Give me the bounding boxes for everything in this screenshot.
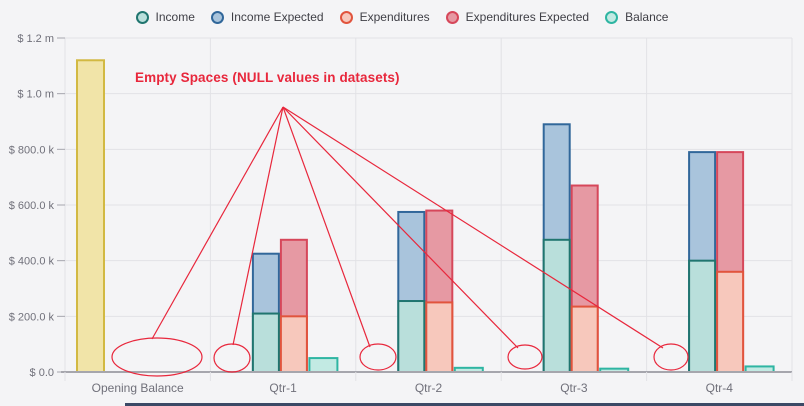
- annotation-line: [232, 106, 284, 346]
- annotation-ellipse: [653, 343, 689, 371]
- x-category-label-qtr-4: Qtr-4: [706, 381, 734, 395]
- bar-balance-qtr-1[interactable]: [308, 357, 339, 374]
- legend-marker-icon: [445, 10, 459, 24]
- x-category-label-opening-balance: Opening Balance: [92, 381, 184, 395]
- legend: Income Income Expected Expenditures Expendi…: [0, 10, 804, 24]
- legend-item-label: Income: [155, 10, 195, 24]
- x-category-label-qtr-3: Qtr-3: [560, 381, 588, 395]
- legend-item-expenditures[interactable]: Expenditures: [339, 10, 430, 24]
- y-tick-label: $ 1.0 m: [17, 89, 54, 101]
- legend-item-expenditures-expected[interactable]: Expenditures Expected: [445, 10, 590, 24]
- bar-income-qtr-3[interactable]: [542, 238, 571, 373]
- legend-item-label: Expenditures: [359, 10, 430, 24]
- bar-income-qtr-4[interactable]: [688, 259, 717, 373]
- legend-marker-icon: [605, 10, 619, 24]
- legend-item-income[interactable]: Income: [135, 10, 195, 24]
- annotation-ellipse: [111, 337, 203, 377]
- annotation-line: [282, 106, 371, 348]
- annotation-ellipse: [507, 344, 543, 370]
- y-tick-label: $ 400.0 k: [9, 256, 55, 268]
- bar-opening-balance-opening-balance[interactable]: [76, 59, 105, 374]
- y-tick-label: $ 0.0: [30, 367, 54, 379]
- annotation-line: [151, 106, 284, 340]
- y-tick-label: $ 200.0 k: [9, 311, 55, 323]
- legend-marker-icon: [339, 10, 353, 24]
- bar-expenditures-qtr-3[interactable]: [570, 305, 599, 374]
- y-tick-label: $ 800.0 k: [9, 144, 55, 156]
- legend-item-balance[interactable]: Balance: [605, 10, 668, 24]
- legend-item-label: Expenditures Expected: [465, 10, 590, 24]
- annotation-line: [282, 106, 664, 349]
- bottom-edge-strip: [125, 403, 804, 406]
- bar-income-qtr-2[interactable]: [397, 300, 426, 373]
- legend-item-label: Balance: [625, 10, 669, 24]
- annotation-ellipse: [359, 343, 397, 371]
- y-tick-label: $ 600.0 k: [9, 200, 55, 212]
- bar-expenditures-qtr-2[interactable]: [425, 301, 454, 373]
- bar-income-qtr-1[interactable]: [251, 312, 280, 373]
- legend-item-label: Income Expected: [230, 10, 324, 24]
- annotation-empty-spaces-label: Empty Spaces (NULL values in datasets): [135, 70, 400, 85]
- annotation-line: [282, 106, 519, 349]
- x-category-label-qtr-1: Qtr-1: [269, 381, 297, 395]
- x-category-label-qtr-2: Qtr-2: [415, 381, 443, 395]
- legend-item-income-expected[interactable]: Income Expected: [210, 10, 324, 24]
- legend-marker-icon: [210, 10, 224, 24]
- annotation-ellipse: [213, 343, 251, 373]
- bar-expenditures-qtr-4[interactable]: [716, 270, 745, 373]
- y-tick-label: $ 1.2 m: [17, 33, 54, 45]
- legend-marker-icon: [135, 10, 149, 24]
- bar-expenditures-qtr-1[interactable]: [279, 315, 308, 374]
